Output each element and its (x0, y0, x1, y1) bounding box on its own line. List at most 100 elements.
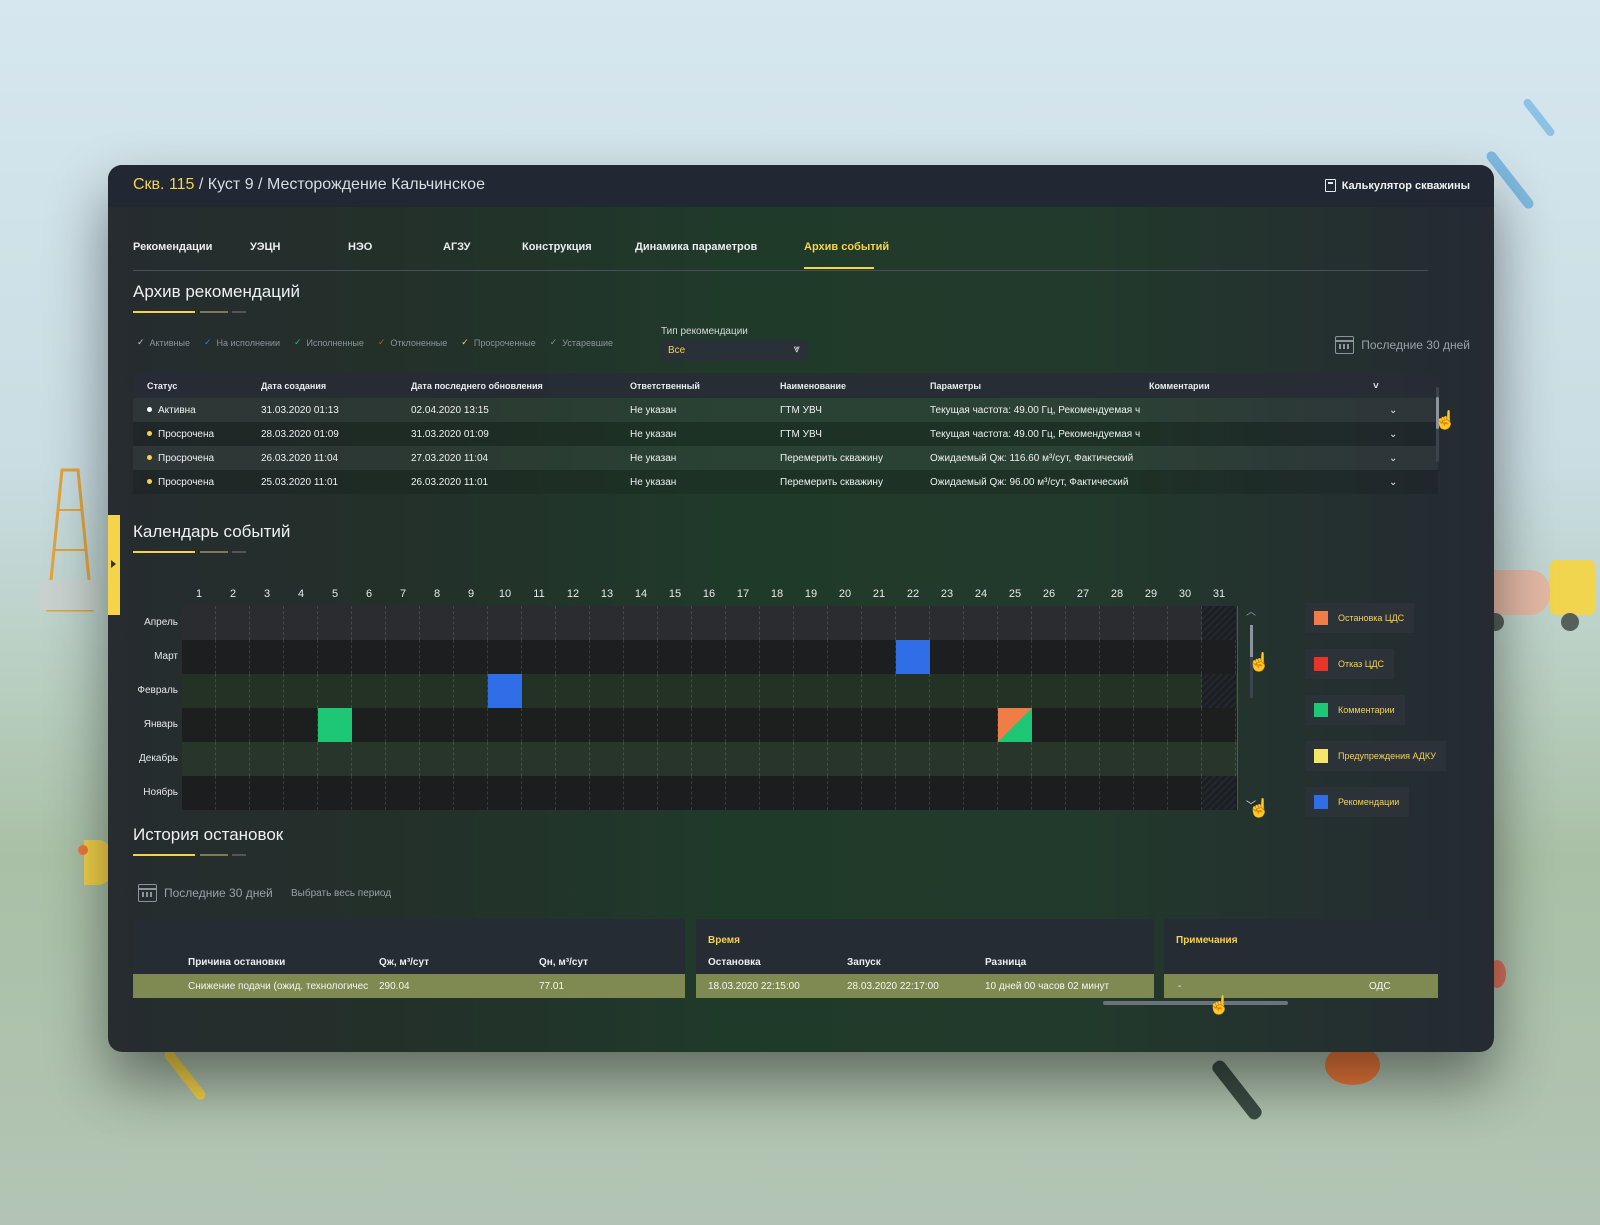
calendar-cell[interactable] (590, 674, 624, 708)
expand-chevron-icon[interactable]: ⌄ (1389, 405, 1398, 416)
calendar-cell[interactable] (1066, 708, 1100, 742)
calendar-cell[interactable] (284, 708, 318, 742)
calendar-cell[interactable] (250, 640, 284, 674)
calendar-cell[interactable] (998, 776, 1032, 810)
calendar-cell[interactable] (692, 606, 726, 640)
calendar-cell[interactable] (1032, 640, 1066, 674)
calendar-cell[interactable] (760, 640, 794, 674)
calendar-cell[interactable] (522, 742, 556, 776)
legend-item[interactable]: Отказ ЦДС (1306, 649, 1395, 679)
calendar-cell[interactable] (216, 674, 250, 708)
calendar-cell[interactable] (1100, 742, 1134, 776)
calendar-cell[interactable] (624, 776, 658, 810)
sort-icon[interactable]: ˅ (1373, 381, 1379, 392)
calendar-cell[interactable] (896, 708, 930, 742)
calendar-cell[interactable] (658, 674, 692, 708)
calendar-cell[interactable] (216, 606, 250, 640)
calendar-cell[interactable] (386, 742, 420, 776)
tab-uecn[interactable]: УЭЦН (250, 241, 281, 253)
table-row[interactable]: 18.03.2020 22:15:00 28.03.2020 22:17:00 … (696, 974, 1154, 998)
calendar-cell[interactable] (284, 674, 318, 708)
calendar-cell[interactable] (386, 606, 420, 640)
expand-chevron-icon[interactable]: ⌄ (1389, 477, 1398, 488)
scrollbar-thumb[interactable] (1436, 397, 1439, 429)
calendar-cell[interactable] (590, 708, 624, 742)
history-period-button[interactable]: Последние 30 дней (138, 884, 273, 902)
side-panel-toggle[interactable] (108, 515, 120, 615)
calendar-cell[interactable] (726, 708, 760, 742)
calendar-cell[interactable] (420, 776, 454, 810)
table-scrollbar[interactable] (1436, 387, 1439, 462)
calendar-cell[interactable] (624, 674, 658, 708)
calendar-cell[interactable] (522, 640, 556, 674)
tab-recommendations[interactable]: Рекомендации (133, 241, 213, 253)
table-row[interactable]: Просрочена 25.03.2020 11:01 26.03.2020 1… (133, 470, 1438, 494)
calendar-cell[interactable] (556, 776, 590, 810)
calendar-cell[interactable] (1134, 776, 1168, 810)
calendar-cell[interactable] (964, 606, 998, 640)
calendar-cell[interactable] (1032, 776, 1066, 810)
calendar-scrollbar[interactable] (1250, 625, 1253, 698)
calendar-cell[interactable] (930, 708, 964, 742)
calendar-cell[interactable] (522, 606, 556, 640)
calendar-cell[interactable] (930, 640, 964, 674)
calendar-cell[interactable] (828, 776, 862, 810)
calendar-cell[interactable] (964, 708, 998, 742)
calendar-cell[interactable] (760, 742, 794, 776)
calendar-cell[interactable] (862, 674, 896, 708)
calendar-cell[interactable] (624, 708, 658, 742)
calendar-cell[interactable] (964, 640, 998, 674)
calendar-cell[interactable] (488, 640, 522, 674)
calendar-cell[interactable] (1066, 640, 1100, 674)
calendar-cell[interactable] (624, 606, 658, 640)
calendar-cell[interactable] (556, 708, 590, 742)
calendar-cell[interactable] (828, 708, 862, 742)
calendar-cell[interactable] (522, 674, 556, 708)
calendar-cell[interactable] (386, 640, 420, 674)
calendar-cell[interactable] (930, 776, 964, 810)
col-name[interactable]: Наименование (780, 381, 847, 391)
calendar-cell[interactable] (760, 776, 794, 810)
tab-agzu[interactable]: АГЗУ (443, 241, 471, 253)
calendar-cell[interactable] (760, 606, 794, 640)
calendar-cell[interactable] (318, 674, 352, 708)
col-updated[interactable]: Дата последнего обновления (411, 381, 543, 391)
calendar-cell[interactable] (216, 776, 250, 810)
calendar-cell[interactable] (1134, 708, 1168, 742)
tab-dynamics[interactable]: Динамика параметров (635, 241, 758, 253)
calendar-cell[interactable] (454, 674, 488, 708)
expand-chevron-icon[interactable]: ⌄ (1389, 429, 1398, 440)
calendar-cell[interactable] (1202, 742, 1236, 776)
calendar-scroll-down-icon[interactable]: ﹀ (1246, 801, 1256, 812)
archive-period-button[interactable]: Последние 30 дней (1335, 336, 1470, 354)
calendar-cell[interactable] (216, 742, 250, 776)
calendar-cell[interactable] (862, 640, 896, 674)
filter-active[interactable]: ✓ Активные (137, 337, 190, 348)
calendar-cell[interactable] (556, 674, 590, 708)
calendar-cell[interactable] (1066, 674, 1100, 708)
calendar-scroll-up-icon[interactable]: ︿ (1246, 607, 1256, 618)
calendar-cell[interactable] (1032, 674, 1066, 708)
calendar-cell[interactable] (1032, 742, 1066, 776)
calendar-cell[interactable] (284, 742, 318, 776)
filter-overdue[interactable]: ✓ Просроченные (461, 337, 536, 348)
calendar-cell[interactable] (1100, 606, 1134, 640)
calendar-cell[interactable] (624, 742, 658, 776)
calendar-cell[interactable] (896, 606, 930, 640)
calendar-cell[interactable] (964, 742, 998, 776)
calendar-cell[interactable] (998, 742, 1032, 776)
legend-item[interactable]: Комментарии (1306, 695, 1405, 725)
calendar-cell[interactable] (420, 708, 454, 742)
calendar-cell[interactable] (284, 776, 318, 810)
calendar-cell[interactable] (794, 606, 828, 640)
calendar-cell[interactable] (182, 606, 216, 640)
calendar-cell[interactable] (522, 708, 556, 742)
filter-rejected[interactable]: ✓ Отклоненные (377, 337, 448, 348)
calculator-button[interactable]: Калькулятор скважины (1324, 179, 1470, 192)
calendar-cell[interactable] (1168, 708, 1202, 742)
calendar-cell[interactable] (930, 742, 964, 776)
table-row[interactable]: Снижение подачи (ожид. технологичес 290.… (133, 974, 685, 998)
calendar-cell[interactable] (794, 674, 828, 708)
calendar-cell[interactable] (556, 640, 590, 674)
expand-chevron-icon[interactable]: ⌄ (1389, 453, 1398, 464)
